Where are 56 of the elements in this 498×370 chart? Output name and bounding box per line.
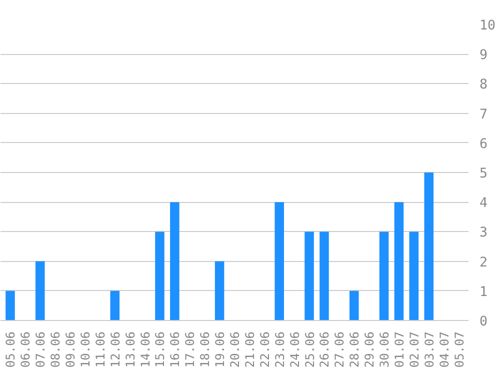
y-tick-label: 5 bbox=[480, 166, 488, 182]
y-tick-label: 4 bbox=[480, 196, 488, 212]
y-tick-label: 2 bbox=[480, 255, 488, 270]
x-tick-label: 08.06 bbox=[48, 332, 63, 368]
x-tick-label: 03.07 bbox=[422, 332, 436, 368]
bar bbox=[214, 261, 224, 320]
x-tick-label: 09.06 bbox=[64, 332, 78, 368]
x-tick-label: 05.06 bbox=[4, 332, 18, 368]
x-tick-label: 14.06 bbox=[138, 332, 152, 368]
bar bbox=[394, 202, 404, 320]
x-tick-label: 07.06 bbox=[34, 332, 48, 368]
bar bbox=[110, 290, 120, 320]
x-tick-label: 06.06 bbox=[18, 332, 33, 368]
y-tick-label: 8 bbox=[480, 78, 488, 93]
bar bbox=[6, 290, 15, 320]
x-tick-label: 19.06 bbox=[213, 332, 228, 368]
y-tick-label: 0 bbox=[480, 314, 488, 330]
bar bbox=[379, 232, 389, 320]
x-tick-label: 20.06 bbox=[228, 332, 242, 368]
x-tick-label: 25.06 bbox=[302, 332, 317, 368]
x-tick-label: 12.06 bbox=[108, 332, 122, 368]
x-tick-label: 21.06 bbox=[242, 332, 257, 368]
y-tick-label: 6 bbox=[480, 136, 488, 152]
x-tick-label: 22.06 bbox=[258, 332, 272, 368]
x-tick-label: 01.07 bbox=[392, 332, 406, 368]
x-tick-label: 24.06 bbox=[288, 332, 302, 368]
y-tick-label: 1 bbox=[480, 284, 488, 300]
bar bbox=[304, 232, 314, 320]
x-tick-label: 02.07 bbox=[407, 332, 422, 368]
bar bbox=[35, 261, 45, 320]
y-tick-label: 7 bbox=[480, 107, 488, 122]
x-tick-label: 27.06 bbox=[332, 332, 347, 368]
x-tick-label: 15.06 bbox=[153, 332, 168, 368]
y-tick-label: 3 bbox=[480, 226, 488, 241]
x-tick-label: 18.06 bbox=[198, 332, 212, 368]
x-tick-label: 29.06 bbox=[362, 332, 377, 368]
x-tick-label: 16.06 bbox=[168, 332, 182, 368]
bar bbox=[155, 232, 164, 320]
x-tick-label: 28.06 bbox=[348, 332, 362, 368]
x-tick-label: 23.06 bbox=[272, 332, 287, 368]
x-tick-label: 17.06 bbox=[183, 332, 198, 368]
bar bbox=[170, 202, 180, 320]
bar bbox=[409, 232, 419, 320]
x-tick-label: 04.07 bbox=[437, 332, 452, 368]
x-tick-label: 30.06 bbox=[378, 332, 392, 368]
x-tick-label: 10.06 bbox=[78, 332, 92, 368]
bar bbox=[424, 172, 434, 320]
bar bbox=[349, 290, 359, 320]
x-tick-label: 13.06 bbox=[123, 332, 138, 368]
bar bbox=[320, 232, 329, 320]
bar bbox=[274, 202, 284, 320]
y-tick-label: 9 bbox=[480, 48, 488, 64]
x-tick-label: 11.06 bbox=[93, 332, 108, 368]
x-tick-label: 26.06 bbox=[318, 332, 332, 368]
x-tick-label: 05.07 bbox=[452, 332, 466, 368]
y-tick-label: 10 bbox=[480, 18, 496, 34]
